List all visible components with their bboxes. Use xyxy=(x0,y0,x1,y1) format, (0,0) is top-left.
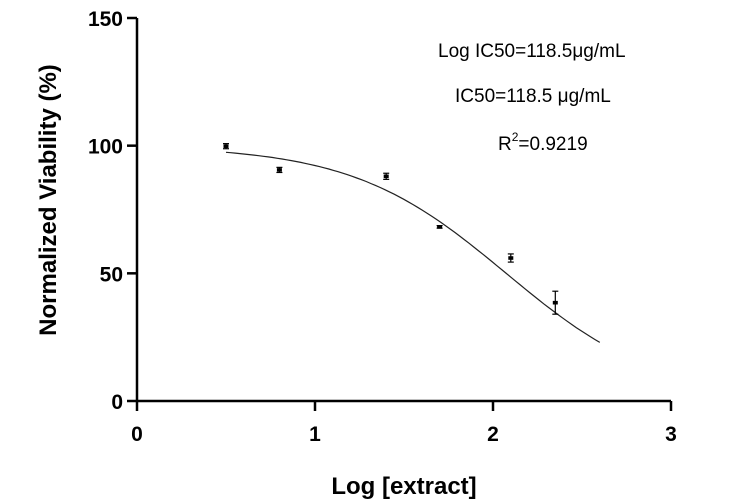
axes xyxy=(135,18,671,403)
y-tick-label: 0 xyxy=(111,391,123,414)
fit-curve xyxy=(225,151,601,343)
y-axis-title: Normalized Viability (%) xyxy=(35,64,62,336)
data-point xyxy=(507,253,514,263)
data-point xyxy=(383,172,390,180)
r2-annotation: R2=0.9219 xyxy=(498,130,588,155)
y-tick-label: 150 xyxy=(88,8,123,31)
point-marker xyxy=(437,225,443,229)
r2-prefix: R xyxy=(498,134,512,155)
x-ticks: 0 1 2 3 xyxy=(131,401,677,446)
point-marker xyxy=(508,256,514,260)
y-tick-label: 100 xyxy=(88,136,123,159)
data-point xyxy=(276,166,283,174)
data-point xyxy=(223,143,229,150)
point-marker xyxy=(223,144,229,148)
data-point xyxy=(552,290,559,315)
x-tick-label: 0 xyxy=(131,423,143,446)
ic50-annotation: IC50=118.5 μg/mL xyxy=(455,86,611,107)
log-ic50-annotation: Log IC50=118.5μg/mL xyxy=(438,41,626,62)
y-ticks: 0 50 100 150 xyxy=(88,8,137,414)
point-marker xyxy=(552,300,558,305)
data-point xyxy=(436,224,443,229)
x-axis-title: Log [extract] xyxy=(331,473,476,499)
data-points xyxy=(223,143,559,315)
x-tick-label: 2 xyxy=(487,423,499,446)
r2-value: =0.9219 xyxy=(518,134,587,155)
r2-superscript: 2 xyxy=(512,130,519,144)
y-tick-label: 50 xyxy=(100,263,123,286)
x-tick-label: 1 xyxy=(309,423,321,446)
x-tick-label: 3 xyxy=(665,423,677,446)
point-marker xyxy=(383,174,389,179)
point-marker xyxy=(276,168,282,172)
